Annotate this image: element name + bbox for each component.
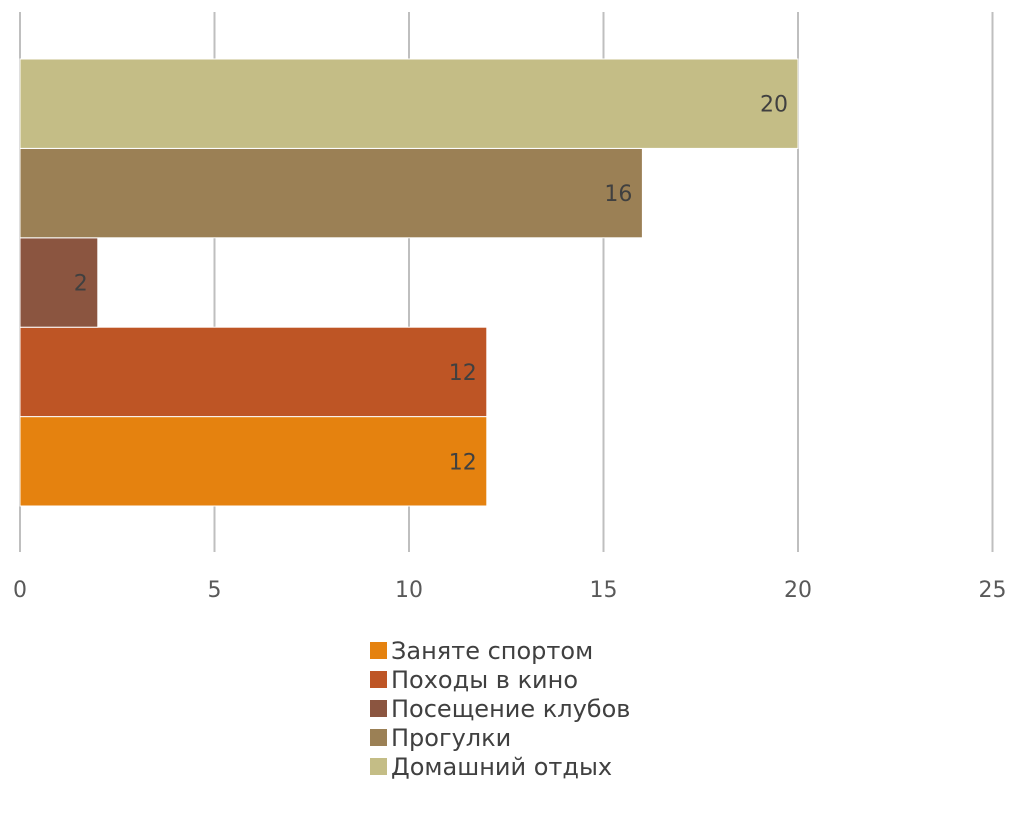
x-tick-label: 0	[13, 578, 27, 603]
bar-2	[19, 326, 488, 418]
data-label: 12	[449, 450, 477, 475]
bar-chart: 12 12 2 16 20 0 5 10 15 20 25	[13, 12, 1007, 603]
legend-swatch	[370, 758, 387, 775]
legend-label: Посещение клубов	[391, 694, 631, 723]
data-label: 20	[760, 93, 788, 118]
x-tick-label: 20	[784, 578, 812, 603]
legend-item: Походы в кино	[370, 665, 630, 694]
x-tick-label: 15	[590, 578, 618, 603]
x-axis-tick-labels: 0 5 10 15 20 25	[13, 578, 1007, 603]
legend-label: Домашний отдых	[391, 752, 613, 781]
legend-label: Прогулки	[391, 723, 512, 752]
legend: Заняте спортом Походы в кино Посещение клу…	[370, 636, 630, 781]
x-tick-label: 5	[208, 578, 222, 603]
legend-item: Прогулки	[370, 723, 630, 752]
data-label: 16	[604, 182, 632, 207]
legend-swatch	[370, 671, 387, 688]
bar-4	[19, 147, 643, 239]
bar-5	[19, 58, 799, 149]
legend-swatch	[370, 700, 387, 717]
legend-item: Заняте спортом	[370, 636, 630, 665]
x-tick-label: 25	[979, 578, 1007, 603]
bars: 12 12 2 16 20	[19, 58, 799, 507]
data-label: 2	[74, 272, 88, 297]
legend-label: Заняте спортом	[391, 636, 594, 665]
legend-item: Посещение клубов	[370, 694, 630, 723]
legend-label: Походы в кино	[391, 665, 579, 694]
bar-1	[19, 416, 488, 507]
legend-swatch	[370, 642, 387, 659]
data-label: 12	[449, 361, 477, 386]
legend-item: Домашний отдых	[370, 752, 630, 781]
x-tick-label: 10	[395, 578, 423, 603]
legend-swatch	[370, 729, 387, 746]
